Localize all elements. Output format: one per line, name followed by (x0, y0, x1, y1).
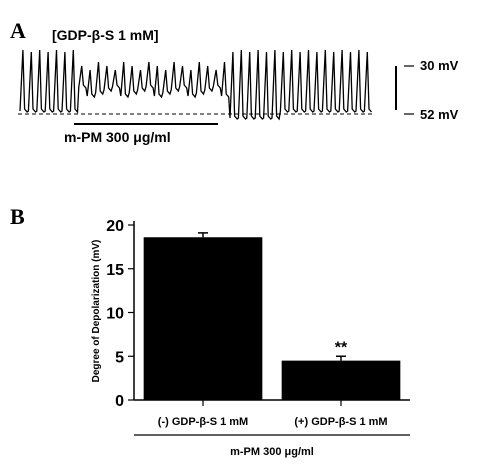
y-tick-label: 20 (106, 218, 124, 235)
trace-path (19, 49, 372, 121)
bar (281, 360, 401, 400)
membrane-potential-trace (19, 49, 372, 121)
y-tick-label: 0 (115, 393, 124, 410)
y-tick-label: 15 (106, 262, 124, 279)
panel-b-letter: B (10, 204, 25, 229)
bar-chart: 0 5 10 15 20 (-) GDP-β-S 1 mM ** (+) GDP-β-S 1 … (106, 218, 410, 428)
category-label: (-) GDP-β-S 1 mM (158, 416, 248, 428)
y-tick-label: 5 (115, 349, 124, 366)
condition-label: [GDP-β-S 1 mM] (52, 27, 159, 43)
significance-label: ** (335, 339, 348, 356)
y-tick-label: 10 (106, 306, 124, 323)
category-label: (+) GDP-β-S 1 mM (294, 416, 387, 428)
treatment-label: m-PM 300 μg/ml (64, 129, 171, 145)
bar (143, 237, 263, 400)
y-axis-label: Degree of Depolarization (mV) (91, 240, 102, 383)
panel-a-letter: A (10, 18, 26, 43)
scale-top-label: 30 mV (420, 58, 459, 73)
group-label: m-PM 300 μg/ml (230, 446, 314, 458)
scale-bottom-label: 52 mV (420, 107, 459, 122)
